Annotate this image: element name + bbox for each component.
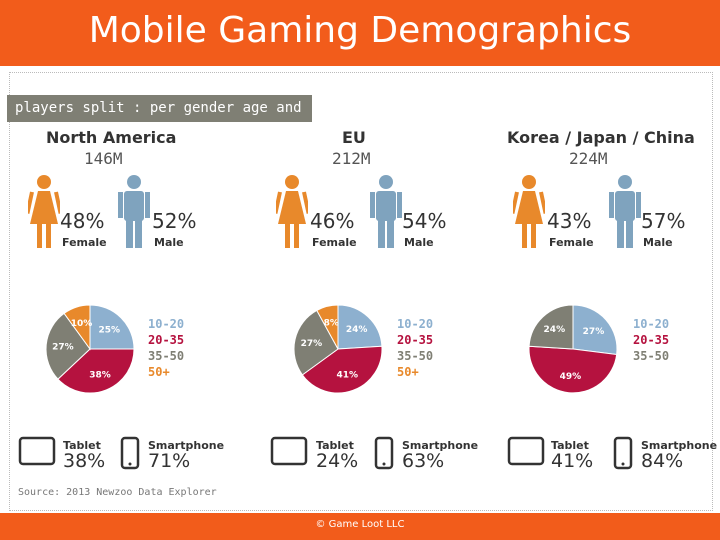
infographic-frame [9, 72, 713, 511]
footer-text: © Game Loot LLC [315, 519, 405, 530]
pie-slice-50+ [63, 304, 91, 351]
smartphone-label: Smartphone [402, 439, 479, 452]
female-label: Female [62, 236, 107, 249]
tablet-label: Tablet [551, 439, 589, 452]
region-total: 224M [569, 149, 608, 168]
region-name: Korea / Japan / China [507, 128, 695, 147]
male-label: Male [643, 236, 673, 249]
region-total: 212M [332, 149, 371, 168]
region-total: 146M [84, 149, 123, 168]
smartphone-icon [374, 436, 394, 470]
pie-slice-35-50 [528, 304, 574, 350]
legend-item: 50+ [397, 365, 419, 379]
section-banner: players split : per gender age and devic… [7, 95, 312, 143]
male-label: Male [154, 236, 184, 249]
region-korea-japan-china: Korea / Japan / China 224M 43% Female 57… [505, 124, 720, 509]
smartphone-label: Smartphone [641, 439, 718, 452]
smartphone-percent: 71% [148, 450, 191, 472]
tablet-icon [18, 436, 56, 466]
slide-title: Mobile Gaming Demographics [88, 10, 632, 51]
region-eu: EU 212M 46% Female 54% Male 24% 41% 27% 8% … [270, 124, 500, 509]
male-percent: 54% [402, 209, 447, 233]
tablet-percent: 38% [63, 450, 106, 472]
legend-item: 20-35 [397, 333, 434, 347]
tablet-label: Tablet [63, 439, 101, 452]
source-note: Source: 2013 Newzoo Data Explorer [18, 487, 217, 498]
female-icon [276, 175, 308, 248]
smartphone-percent: 84% [641, 450, 684, 472]
region-name: North America [46, 128, 177, 147]
legend-item: 50+ [148, 365, 170, 379]
age-pie-chart: 25% 38% 27% 10% [45, 304, 135, 394]
footer-bar [0, 513, 720, 540]
pie-value-label: 27% [301, 339, 323, 349]
pie-value-label: 24% [544, 325, 566, 335]
pie-value-label: 24% [346, 325, 368, 335]
legend-item: 35-50 [148, 349, 185, 363]
title-bar [0, 0, 720, 66]
pie-slice-10-20 [337, 304, 383, 350]
legend-item: 35-50 [633, 349, 670, 363]
pie-value-label: 41% [336, 371, 358, 381]
female-label: Female [549, 236, 594, 249]
pie-value-label: 27% [583, 327, 605, 337]
smartphone-percent: 63% [402, 450, 445, 472]
pie-slice-35-50 [293, 309, 339, 376]
tablet-label: Tablet [316, 439, 354, 452]
tablet-icon [270, 436, 308, 466]
female-percent: 46% [310, 209, 355, 233]
male-percent: 57% [641, 209, 686, 233]
pie-slice-20-35 [528, 345, 618, 394]
region-north-america: North America 146M 48% Female 52% Male 2… [18, 124, 248, 509]
male-icon [370, 175, 402, 248]
smartphone-icon [613, 436, 633, 470]
pie-value-label: 25% [99, 326, 121, 336]
pie-slice-20-35 [301, 345, 383, 394]
tablet-percent: 41% [551, 450, 594, 472]
pie-slice-35-50 [45, 312, 91, 380]
male-percent: 52% [152, 209, 197, 233]
legend-item: 10-20 [397, 317, 434, 331]
female-icon [513, 175, 545, 248]
female-percent: 43% [547, 209, 592, 233]
pie-value-label: 8% [324, 319, 339, 329]
pie-slice-10-20 [572, 304, 618, 356]
pie-value-label: 10% [71, 319, 93, 329]
female-percent: 48% [60, 209, 105, 233]
legend-item: 20-35 [148, 333, 185, 347]
male-icon [118, 175, 150, 248]
legend-item: 35-50 [397, 349, 434, 363]
legend-item: 10-20 [148, 317, 185, 331]
pie-value-label: 49% [560, 372, 582, 382]
smartphone-icon [120, 436, 140, 470]
tablet-icon [507, 436, 545, 466]
legend-item: 10-20 [633, 317, 670, 331]
pie-slice-50+ [316, 304, 339, 350]
pie-value-label: 27% [52, 342, 74, 352]
female-icon [28, 175, 60, 248]
tablet-percent: 24% [316, 450, 359, 472]
pie-value-label: 38% [89, 370, 111, 380]
region-name: EU [342, 128, 366, 147]
male-icon [609, 175, 641, 248]
age-pie-chart: 27% 49% 24% [528, 304, 618, 394]
legend-item: 20-35 [633, 333, 670, 347]
pie-slice-20-35 [57, 348, 135, 394]
female-label: Female [312, 236, 357, 249]
age-pie-chart: 24% 41% 27%8% [293, 304, 383, 394]
male-label: Male [404, 236, 434, 249]
smartphone-label: Smartphone [148, 439, 225, 452]
pie-slice-10-20 [89, 304, 135, 350]
